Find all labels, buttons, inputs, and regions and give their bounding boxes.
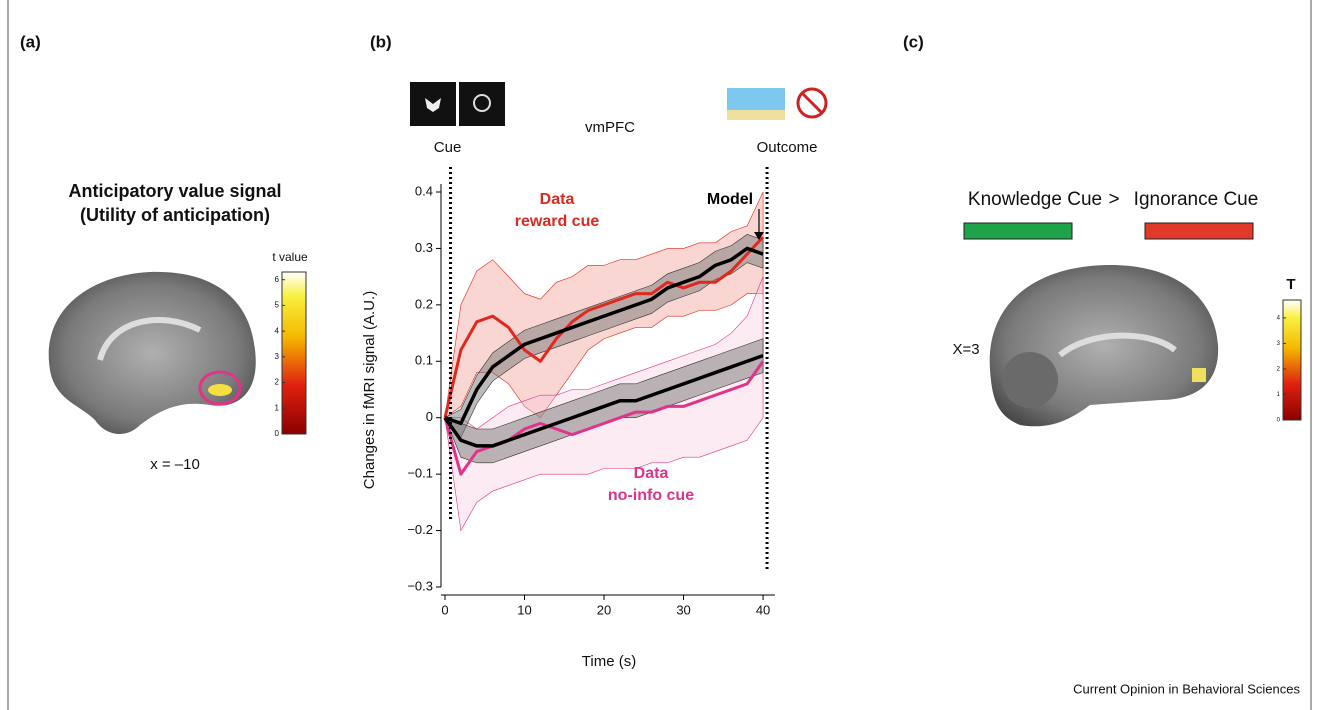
colorbar-tick-label: 0	[275, 429, 280, 438]
legend-swatch	[1144, 222, 1254, 240]
y-tick-label: −0.2	[407, 522, 433, 537]
colorbar-tick-label: 4	[275, 326, 280, 335]
y-tick-label: 0.3	[415, 240, 433, 255]
event-label: Cue	[434, 139, 462, 156]
panel-label: (a)	[20, 32, 41, 51]
series-line	[443, 236, 765, 419]
series-label: Data	[540, 191, 575, 208]
colorbar-tick-label: 1	[275, 403, 280, 412]
y-tick-label: 0	[426, 409, 433, 424]
colorbar-title: t value	[272, 250, 308, 264]
contrast-label: Knowledge Cue	[968, 189, 1102, 210]
x-axis-title: Time (s)	[582, 653, 636, 670]
colorbar	[1282, 299, 1302, 421]
panel-title: (Utility of anticipation)	[80, 205, 270, 225]
panel-title: Anticipatory value signal	[68, 181, 281, 201]
legend-swatch	[963, 222, 1073, 240]
x-tick-label: 20	[597, 602, 611, 617]
contrast-operator: >	[1108, 189, 1119, 210]
y-tick-label: −0.3	[407, 578, 433, 593]
y-tick-label: 0.2	[415, 296, 433, 311]
colorbar-tick-label: 6	[275, 275, 280, 284]
colorbar-tick-label: 5	[275, 301, 280, 310]
colorbar-tick-label: 0	[1277, 418, 1281, 424]
series-line	[443, 353, 764, 448]
y-tick-label: −0.1	[407, 466, 433, 481]
x-tick-label: 0	[441, 602, 448, 617]
series-label: Data	[634, 465, 669, 482]
event-label: Outcome	[757, 139, 818, 156]
label-arrowhead	[754, 232, 764, 240]
series-label: no-info cue	[608, 487, 694, 504]
colorbar-tick-label: 4	[1277, 315, 1281, 321]
colorbar-tick-label: 2	[1277, 367, 1281, 373]
chart-title: vmPFC	[585, 119, 635, 136]
y-axis-title: Changes in fMRI signal (A.U.)	[361, 291, 378, 489]
brain-image	[989, 265, 1219, 427]
colorbar-tick-label: 3	[1277, 341, 1281, 347]
slice-label: x = –10	[150, 456, 200, 473]
panel-label: (b)	[370, 32, 392, 51]
brain-image	[48, 271, 256, 435]
series-label: Model	[707, 191, 753, 208]
x-tick-label: 30	[676, 602, 690, 617]
colorbar-tick-label: 3	[275, 352, 280, 361]
colorbar-title: T	[1286, 276, 1295, 293]
series-label: reward cue	[515, 213, 600, 230]
panel-label: (c)	[903, 32, 924, 51]
x-tick-label: 40	[756, 602, 770, 617]
outcome-icons	[727, 87, 828, 120]
contrast-label: Ignorance Cue	[1134, 189, 1259, 210]
slice-label: X=3	[952, 341, 979, 358]
y-tick-label: 0.4	[415, 183, 433, 198]
colorbar-tick-label: 2	[275, 378, 280, 387]
footer: Current Opinion in Behavioral Sciences	[1073, 681, 1300, 696]
x-tick-label: 10	[517, 602, 531, 617]
cue-icons	[410, 82, 505, 126]
colorbar	[281, 271, 307, 435]
colorbar-tick-label: 1	[1277, 392, 1281, 398]
series-line	[444, 246, 764, 426]
y-tick-label: 0.1	[415, 353, 433, 368]
